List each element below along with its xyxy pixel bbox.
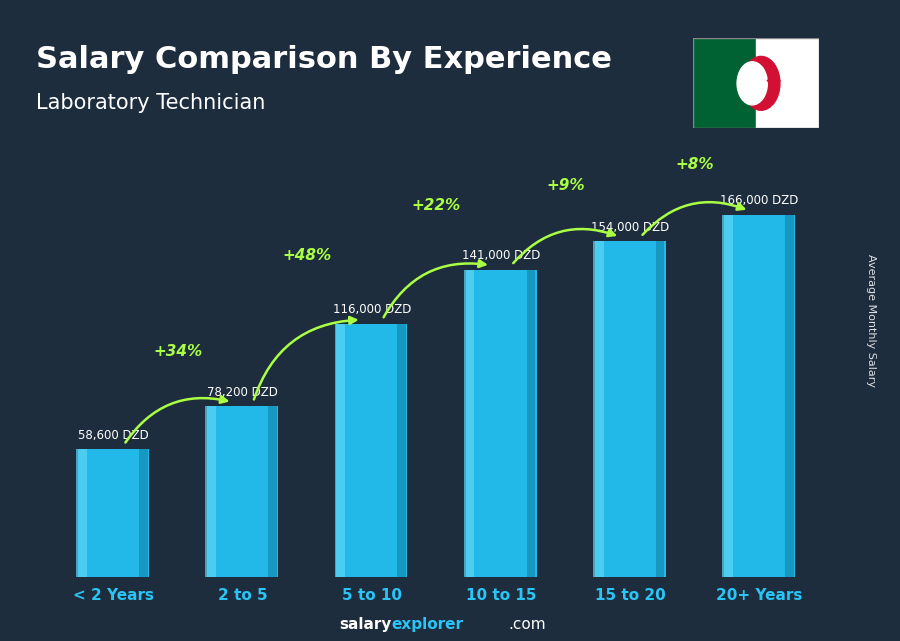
Circle shape [737,62,768,105]
Bar [140,449,148,577]
Text: 58,600 DZD: 58,600 DZD [78,429,148,442]
Text: salary: salary [339,617,392,633]
Bar [335,324,346,577]
Text: explorer: explorer [392,617,464,633]
Text: Salary Comparison By Experience: Salary Comparison By Experience [36,45,612,74]
Polygon shape [767,74,780,91]
Bar [337,324,408,577]
Bar [595,241,666,577]
Text: 78,200 DZD: 78,200 DZD [207,386,278,399]
Text: Average Monthly Salary: Average Monthly Salary [866,254,877,387]
Bar [526,270,536,577]
Text: 154,000 DZD: 154,000 DZD [591,221,670,233]
Bar [785,215,794,577]
Text: .com: .com [508,617,546,633]
Bar [78,449,149,577]
Text: +34%: +34% [154,344,202,358]
Bar [464,270,474,577]
Text: +8%: +8% [676,156,715,172]
Text: 141,000 DZD: 141,000 DZD [462,249,540,262]
Bar [268,406,277,577]
Text: 116,000 DZD: 116,000 DZD [333,303,411,317]
Text: +22%: +22% [412,198,461,213]
Text: +9%: +9% [546,178,585,194]
Bar [656,241,664,577]
Text: +48%: +48% [283,248,332,263]
Bar [693,38,756,128]
Bar [724,215,795,577]
Bar [76,449,87,577]
Text: 166,000 DZD: 166,000 DZD [720,194,798,208]
Circle shape [742,56,780,110]
Bar [398,324,406,577]
Text: Laboratory Technician: Laboratory Technician [36,93,266,113]
Bar [205,406,216,577]
Bar [593,241,604,577]
Bar [756,38,819,128]
Bar [722,215,733,577]
Bar [465,270,536,577]
Bar [207,406,278,577]
